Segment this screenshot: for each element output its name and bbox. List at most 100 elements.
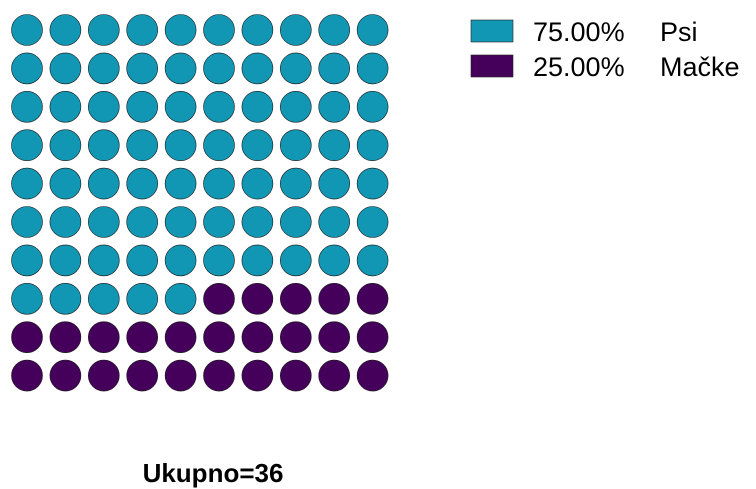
legend-swatch-psi <box>470 19 514 43</box>
waffle-cell-macke <box>126 359 158 392</box>
waffle-cell-psi <box>203 14 235 46</box>
waffle-cell-macke <box>318 321 351 354</box>
waffle-cell-psi <box>126 282 158 315</box>
waffle-cell-macke <box>241 282 274 315</box>
waffle-cell-psi <box>88 206 120 238</box>
waffle-cell-psi <box>318 14 351 46</box>
waffle-cell-psi <box>88 129 120 161</box>
waffle-cell-psi <box>88 167 120 200</box>
waffle-cell-psi <box>279 14 312 46</box>
waffle-cell-psi <box>126 244 158 277</box>
waffle-cell-macke <box>49 321 82 354</box>
waffle-cell-psi <box>126 91 158 123</box>
waffle-cell-macke <box>279 321 312 354</box>
waffle-cell-psi <box>88 52 120 85</box>
waffle-cell-psi <box>88 14 120 46</box>
waffle-cell-psi <box>126 206 158 238</box>
waffle-cell-psi <box>164 52 197 85</box>
waffle-cell-macke <box>241 359 274 392</box>
waffle-cell-macke <box>126 321 158 354</box>
waffle-cell-psi <box>241 129 274 161</box>
waffle-cell-psi <box>356 244 389 277</box>
waffle-cell-psi <box>241 244 274 277</box>
waffle-cell-psi <box>279 206 312 238</box>
legend-label-psi: Psi <box>660 17 698 47</box>
waffle-cell-psi <box>241 91 274 123</box>
waffle-cell-psi <box>49 206 82 238</box>
waffle-cell-macke <box>318 359 351 392</box>
waffle-cell-macke <box>49 359 82 392</box>
waffle-cell-psi <box>318 206 351 238</box>
waffle-cell-psi <box>164 282 197 315</box>
waffle-cell-psi <box>203 91 235 123</box>
total-caption: Ukupno=36 <box>143 458 284 488</box>
waffle-cell-psi <box>318 244 351 277</box>
waffle-cell-psi <box>164 14 197 46</box>
legend: 75.00% Psi 25.00% Mačke <box>470 17 740 82</box>
waffle-cell-psi <box>11 167 43 200</box>
waffle-cell-psi <box>318 167 351 200</box>
waffle-cell-macke <box>318 282 351 315</box>
waffle-cell-psi <box>318 129 351 161</box>
waffle-cell-psi <box>11 14 43 46</box>
waffle-cell-psi <box>203 167 235 200</box>
waffle-cell-psi <box>126 14 158 46</box>
waffle-cell-psi <box>356 91 389 123</box>
waffle-cell-macke <box>279 282 312 315</box>
waffle-cell-psi <box>279 91 312 123</box>
waffle-cell-psi <box>126 52 158 85</box>
waffle-cell-psi <box>49 14 82 46</box>
waffle-cell-psi <box>126 129 158 161</box>
waffle-cell-psi <box>203 206 235 238</box>
waffle-cell-psi <box>49 167 82 200</box>
legend-swatch-macke <box>470 54 514 78</box>
waffle-cell-psi <box>279 244 312 277</box>
waffle-cell-psi <box>164 167 197 200</box>
waffle-cell-psi <box>356 14 389 46</box>
waffle-cell-psi <box>279 129 312 161</box>
waffle-cell-macke <box>164 359 197 392</box>
waffle-cell-psi <box>126 167 158 200</box>
waffle-cell-psi <box>11 91 43 123</box>
waffle-cell-psi <box>279 52 312 85</box>
waffle-cell-macke <box>11 321 43 354</box>
waffle-cell-psi <box>49 129 82 161</box>
waffle-cell-psi <box>49 91 82 123</box>
legend-percent-psi: 75.00% <box>533 17 625 47</box>
waffle-cell-psi <box>203 129 235 161</box>
waffle-cell-psi <box>241 52 274 85</box>
waffle-cell-psi <box>203 52 235 85</box>
waffle-cell-psi <box>11 282 43 315</box>
waffle-cell-psi <box>164 244 197 277</box>
waffle-cell-psi <box>11 206 43 238</box>
legend-percent-macke: 25.00% <box>533 52 625 82</box>
waffle-cell-macke <box>88 321 120 354</box>
waffle-cell-macke <box>279 359 312 392</box>
waffle-cell-macke <box>88 359 120 392</box>
legend-label-macke: Mačke <box>660 52 740 82</box>
waffle-cell-macke <box>203 359 235 392</box>
waffle-cell-psi <box>356 206 389 238</box>
waffle-cell-psi <box>318 91 351 123</box>
waffle-cell-psi <box>11 244 43 277</box>
waffle-cell-macke <box>356 321 389 354</box>
waffle-cell-psi <box>88 91 120 123</box>
waffle-cell-macke <box>164 321 197 354</box>
waffle-cell-psi <box>164 91 197 123</box>
waffle-cell-psi <box>356 129 389 161</box>
waffle-cell-macke <box>203 321 235 354</box>
waffle-cell-psi <box>356 52 389 85</box>
waffle-cell-psi <box>88 282 120 315</box>
waffle-cell-psi <box>11 52 43 85</box>
waffle-cell-macke <box>356 282 389 315</box>
waffle-cell-macke <box>203 282 235 315</box>
waffle-cell-psi <box>241 167 274 200</box>
waffle-cell-psi <box>49 244 82 277</box>
waffle-cell-psi <box>164 129 197 161</box>
waffle-cells <box>11 14 389 392</box>
waffle-cell-macke <box>241 321 274 354</box>
waffle-cell-psi <box>241 206 274 238</box>
waffle-cell-psi <box>11 129 43 161</box>
waffle-cell-psi <box>49 282 82 315</box>
